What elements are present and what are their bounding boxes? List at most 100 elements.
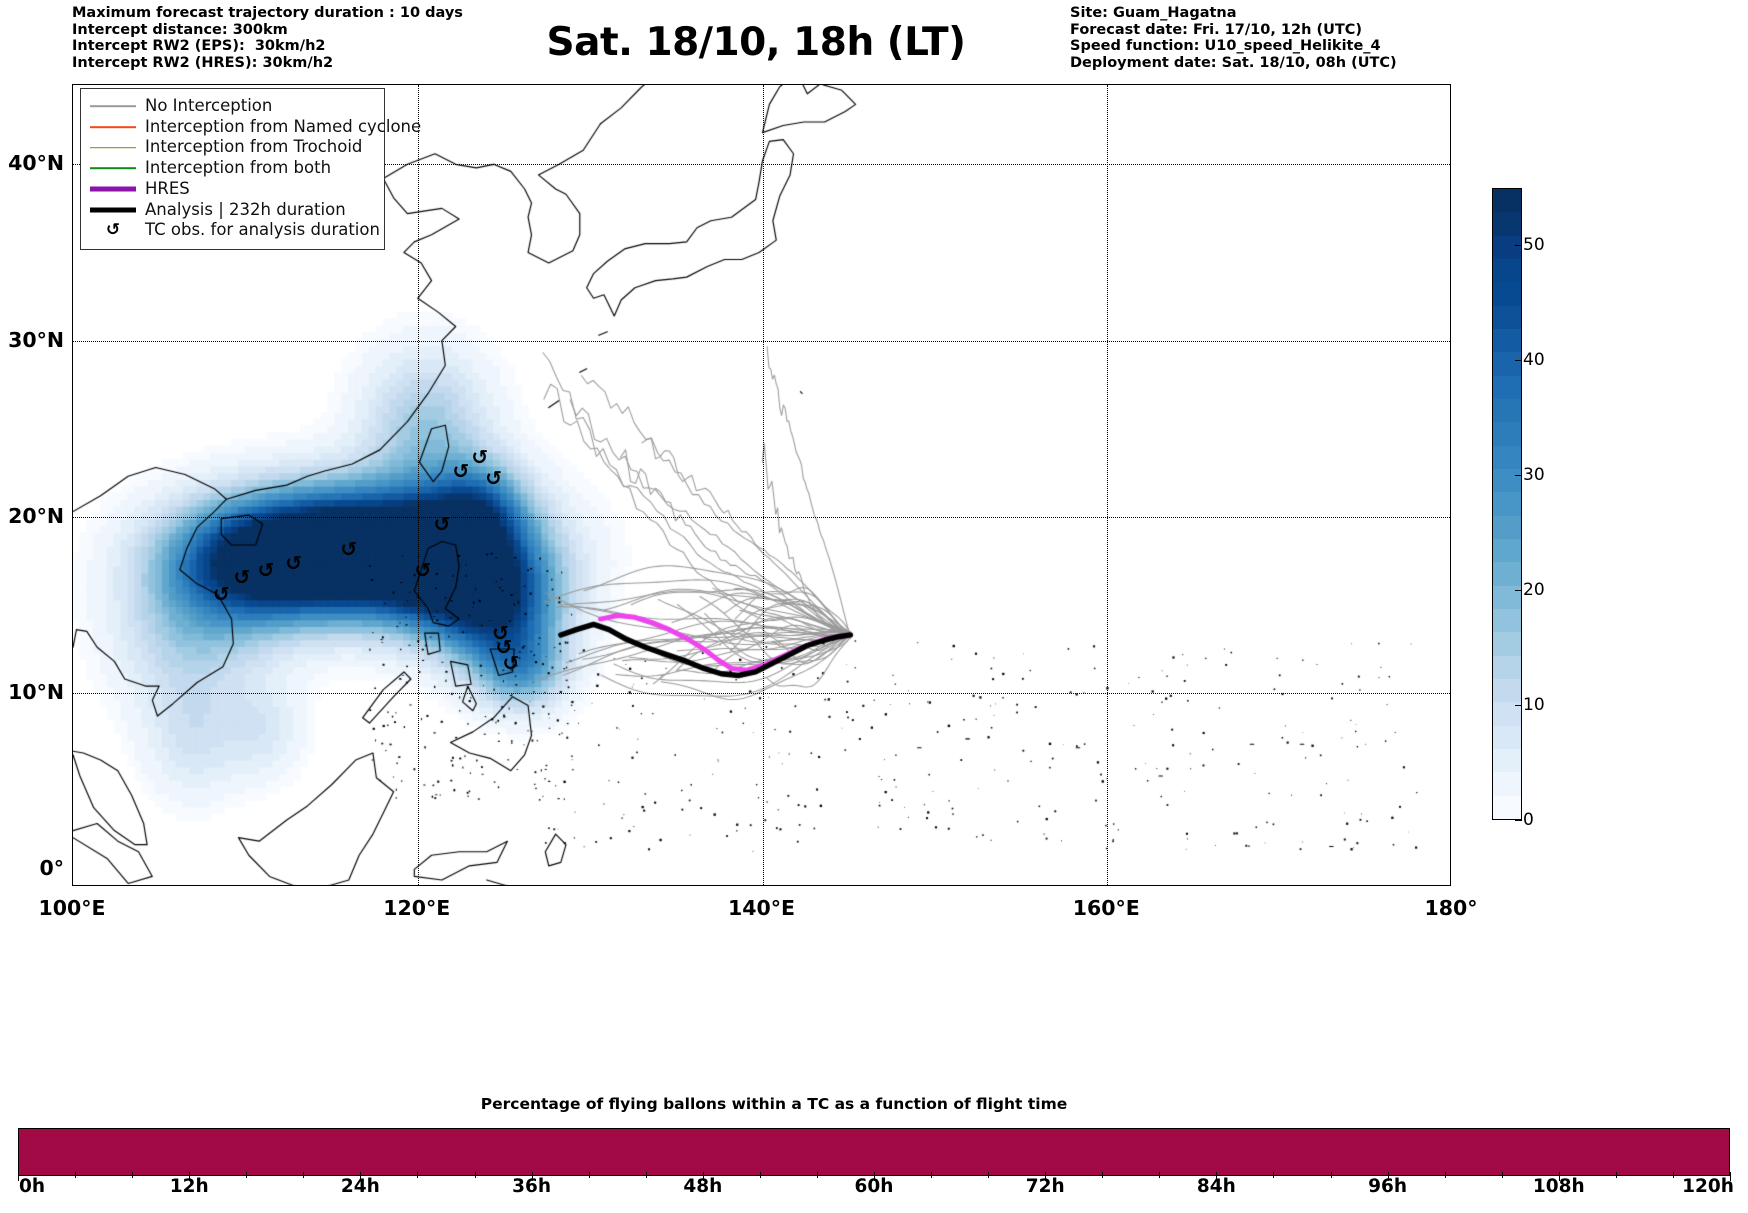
forecast-parameters-block: Maximum forecast trajectory duration : 1… [72, 5, 463, 71]
progress-tick-48h: 48h [683, 1176, 723, 1197]
legend-item-5[interactable]: Analysis | 232h duration [90, 199, 375, 220]
progress-tick-mark-8 [132, 1172, 134, 1178]
legend-line-swatch [90, 203, 136, 217]
colorbar-segment-23 [1493, 259, 1521, 283]
site-metadata-line-2: Speed function: U10_speed_Helikite_4 [1070, 38, 1381, 55]
site-metadata-block: Site: Guam_Hagatna Forecast date: Fri. 17… [1070, 5, 1397, 71]
colorbar-segment-10 [1493, 562, 1521, 586]
legend-line-swatch [90, 141, 136, 155]
progress-tick-mark-52 [759, 1172, 761, 1178]
site-metadata-line-1: Forecast date: Fri. 17/10, 12h (UTC) [1070, 21, 1363, 38]
colorbar-tick-20: 20 [1515, 580, 1545, 601]
colorbar-segment-18 [1493, 375, 1521, 400]
progress-tick-108h: 108h [1532, 1176, 1585, 1197]
colorbar[interactable]: 0 10 20 30 40 50 [1492, 188, 1545, 830]
gridline-lat-20 [73, 516, 1450, 518]
colorbar-segment-15 [1493, 445, 1521, 470]
legend-item-0[interactable]: No Interception [90, 96, 375, 117]
cyclone-icon: ↺ [471, 444, 489, 469]
progress-tick-mark-108 [1558, 1172, 1560, 1181]
gridline-lat-10 [73, 693, 1450, 695]
legend-item-2[interactable]: Interception from Trochoid [90, 137, 375, 158]
forecast-parameter-line-2: Intercept RW2 (EPS): 30km/h2 [72, 38, 326, 55]
forecast-parameter-line-3: Intercept RW2 (HRES): 30km/h2 [72, 54, 334, 71]
progress-tick-mark-76 [1102, 1172, 1104, 1178]
map-legend[interactable]: No Interception Interception from Named c… [80, 88, 421, 250]
colorbar-segment-2 [1493, 749, 1521, 773]
progress-bar-track[interactable] [18, 1128, 1730, 1176]
legend-item-4[interactable]: HRES [90, 179, 375, 200]
lat-tick-10: 10°N [8, 680, 64, 705]
colorbar-segment-5 [1493, 679, 1521, 703]
colorbar-segment-13 [1493, 492, 1521, 516]
legend-item-label: HRES [145, 178, 190, 198]
legend-item-label: Analysis | 232h duration [145, 199, 346, 219]
progress-tick-mark-0 [18, 1172, 19, 1181]
progress-tick-mark-24 [360, 1172, 362, 1181]
forecast-parameter-line-1: Intercept distance: 300km [72, 21, 288, 38]
progress-bar-fill [19, 1129, 1729, 1175]
lat-tick-30: 30°N [8, 327, 64, 352]
site-metadata-line-0: Site: Guam_Hagatna [1070, 5, 1237, 21]
progress-tick-120h: 120h [1682, 1176, 1734, 1197]
legend-item-3[interactable]: Interception from both [90, 158, 375, 179]
progress-bar-caption: Percentage of flying ballons within a TC… [0, 1095, 1748, 1113]
progress-tick-96h: 96h [1368, 1176, 1408, 1197]
colorbar-tick-30: 30 [1515, 465, 1545, 486]
cyclone-icon: ↺ [485, 466, 502, 491]
lat-tick-0: 0° [39, 856, 64, 881]
progress-tick-mark-36 [531, 1172, 533, 1181]
colorbar-segment-25 [1493, 212, 1521, 236]
progress-tick-mark-40 [588, 1172, 590, 1178]
progress-bar-caption-text: Percentage of flying ballons within a TC… [480, 1095, 1068, 1113]
legend-line-swatch [90, 99, 136, 113]
colorbar-tick-10: 10 [1515, 695, 1545, 716]
colorbar-segment-22 [1493, 282, 1521, 306]
progress-tick-0h: 0h [18, 1176, 46, 1197]
cyclone-icon: ↺ [233, 564, 251, 589]
progress-tick-mark-64 [931, 1172, 933, 1178]
legend-line-swatch [90, 182, 136, 196]
lon-tick-120: 120°E [383, 896, 451, 920]
legend-item-label: Interception from Trochoid [145, 137, 363, 157]
cyclone-icon: ↺ [502, 651, 520, 676]
progress-tick-mark-92 [1330, 1172, 1332, 1178]
progress-tick-mark-88 [1273, 1172, 1275, 1178]
progress-tick-mark-84 [1216, 1172, 1218, 1181]
progress-tick-mark-48 [702, 1172, 704, 1181]
legend-item-label: Interception from both [145, 158, 332, 178]
colorbar-segment-9 [1493, 585, 1521, 610]
progress-tick-mark-80 [1159, 1172, 1161, 1178]
progress-tick-mark-72 [1045, 1172, 1047, 1181]
cyclone-icon: ↺ [492, 621, 509, 646]
lat-tick-20: 20°N [8, 503, 64, 528]
legend-item-label: No Interception [145, 96, 273, 116]
legend-item-6[interactable]: ↺ TC obs. for analysis duration [90, 220, 380, 241]
cyclone-icon: ↺ [257, 557, 275, 582]
progress-tick-72h: 72h [1025, 1176, 1065, 1197]
legend-item-label: Interception from Named cyclone [145, 116, 422, 136]
cyclone-icon: ↺ [212, 582, 230, 607]
colorbar-label: Named cyclones forecast - Number of EPS … [1560, 188, 1748, 820]
colorbar-segment-24 [1493, 235, 1521, 260]
colorbar-tick-40: 40 [1515, 350, 1545, 371]
forecast-parameter-line-0: Maximum forecast trajectory duration : 1… [72, 5, 463, 21]
legend-item-1[interactable]: Interception from Named cyclone [90, 117, 421, 138]
lon-tick-140: 140°E [727, 896, 796, 920]
colorbar-segment-8 [1493, 609, 1521, 633]
page-title-text: Sat. 18/10, 18h (LT) [546, 20, 966, 65]
colorbar-segment-4 [1493, 702, 1521, 726]
gridline-lon-160 [1107, 85, 1109, 885]
colorbar-segment-14 [1493, 469, 1521, 493]
page-title: Sat. 18/10, 18h (LT) [0, 20, 1748, 65]
progress-tick-mark-56 [816, 1172, 818, 1178]
progress-tick-mark-4 [75, 1172, 77, 1178]
progress-tick-mark-120 [1730, 1172, 1731, 1181]
legend-item-label: TC obs. for analysis duration [145, 220, 380, 240]
progress-tick-60h: 60h [854, 1176, 894, 1197]
progress-tick-mark-104 [1501, 1172, 1503, 1178]
colorbar-segment-1 [1493, 772, 1521, 796]
colorbar-gradient [1492, 188, 1522, 820]
gridline-lat-40 [73, 164, 1450, 166]
progress-tick-mark-12 [189, 1172, 191, 1181]
